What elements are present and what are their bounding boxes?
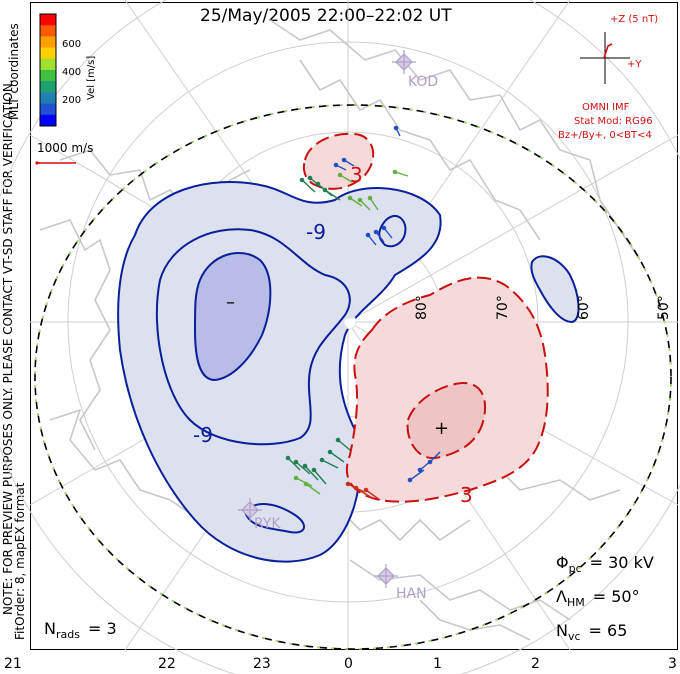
colorbar-tick-600: 600 — [62, 39, 81, 50]
colorbar-border — [39, 13, 57, 127]
station-han: HAN — [374, 564, 427, 602]
imf-dial — [580, 32, 630, 84]
stat-nrads: Nrads = 3 — [44, 619, 117, 641]
mlt-label-3: 3 — [668, 656, 677, 672]
positive-cell-north — [302, 132, 375, 190]
station-ryk: RYK — [238, 498, 281, 532]
lat-label-60: 60° — [576, 295, 592, 320]
imf-z-label: +Z (5 nT) — [610, 14, 658, 25]
colorbar-title: Vel [m/s] — [86, 56, 97, 100]
mlt-axis: 21 22 23 0 1 2 3 — [4, 656, 677, 672]
mlt-label-23: 23 — [253, 656, 271, 672]
contour-label-pos-south: 3 — [460, 483, 473, 507]
contour-label-neg-upper: -9 — [306, 220, 326, 244]
reference-vector-label: 1000 m/s — [37, 141, 93, 155]
colorbar-tick-400: 400 — [62, 67, 81, 78]
mlt-label-0: 0 — [344, 656, 353, 672]
potential-minimum-marker: – — [226, 292, 235, 313]
svg-text:Nvc= 65: Nvc = 65 — [556, 621, 627, 643]
negative-cell-core — [193, 251, 272, 382]
imf-condition-label: Bz+/By+, 0<BT<4 — [558, 130, 652, 141]
colorbar-tick-200: 200 — [62, 95, 81, 106]
colorbar-segment — [40, 36, 56, 49]
reference-vector — [35, 161, 76, 165]
negative-cell-rk — [243, 503, 305, 534]
velocity-vectors — [285, 125, 441, 501]
mlt-label-21: 21 — [4, 656, 22, 672]
station-kod: KOD — [392, 50, 438, 90]
svg-text:ΛHM= 50°: ΛHM = 50° — [556, 587, 640, 609]
stat-model-label: Stat Mod: RG96 — [574, 116, 653, 127]
colorbar-segment — [40, 92, 56, 105]
positive-cell-inner — [406, 381, 487, 460]
colorbar-segment — [40, 114, 56, 127]
colorbar-segment — [40, 70, 56, 82]
hm-boundary-vectors — [34, 104, 672, 650]
colorbar-segment — [40, 81, 56, 93]
coordinate-system-label: MLT coordinates — [7, 23, 21, 120]
svg-text:Nrads= 3: Nrads = 3 — [44, 619, 117, 641]
station-label-kod: KOD — [408, 74, 438, 90]
potential-maximum-marker: + — [434, 418, 449, 439]
preview-note-text: NOTE: FOR PREVIEW PURPOSES ONLY. PLEASE … — [1, 79, 15, 615]
map-title: 25/May/2005 22:00–22:02 UT — [200, 6, 452, 26]
contour-label-neg-lower: -9 — [193, 423, 213, 447]
lat-label-70: 70° — [495, 295, 511, 320]
imf-vector — [603, 43, 613, 59]
mlt-label-22: 22 — [158, 656, 176, 672]
omni-imf-label: OMNI IMF — [582, 102, 630, 113]
preview-note: NOTE: FOR PREVIEW PURPOSES ONLY. PLEASE … — [1, 79, 27, 640]
svg-text:Φpc= 30 kV: Φpc = 30 kV — [556, 553, 654, 575]
stat-phi-pc: Φpc = 30 kV — [556, 553, 654, 575]
mlt-label-2: 2 — [531, 656, 540, 672]
negative-cell-east — [530, 255, 580, 324]
lat-label-80: 80° — [414, 295, 430, 320]
velocity-colorbar — [39, 13, 57, 127]
colorbar-segment — [40, 47, 56, 60]
contour-label-pos-north: 3 — [350, 163, 363, 187]
colorbar-segment — [40, 103, 56, 116]
fit-order-text: FitOrder: 8, mapEX format — [13, 482, 27, 640]
colorbar-segment — [40, 58, 56, 71]
colorbar-segment — [40, 25, 56, 37]
station-label-han: HAN — [396, 586, 427, 602]
mlt-label-1: 1 — [433, 656, 442, 672]
stat-nvc: Nvc = 65 — [556, 621, 627, 643]
pole-marker — [343, 317, 357, 330]
station-label-ryk: RYK — [254, 516, 281, 532]
colorbar-segment — [40, 14, 56, 26]
stat-lambda-hm: ΛHM = 50° — [556, 587, 640, 609]
coastlines — [39, 19, 641, 641]
lat-label-50: 50° — [656, 295, 672, 320]
imf-y-label: +Y — [627, 59, 642, 70]
